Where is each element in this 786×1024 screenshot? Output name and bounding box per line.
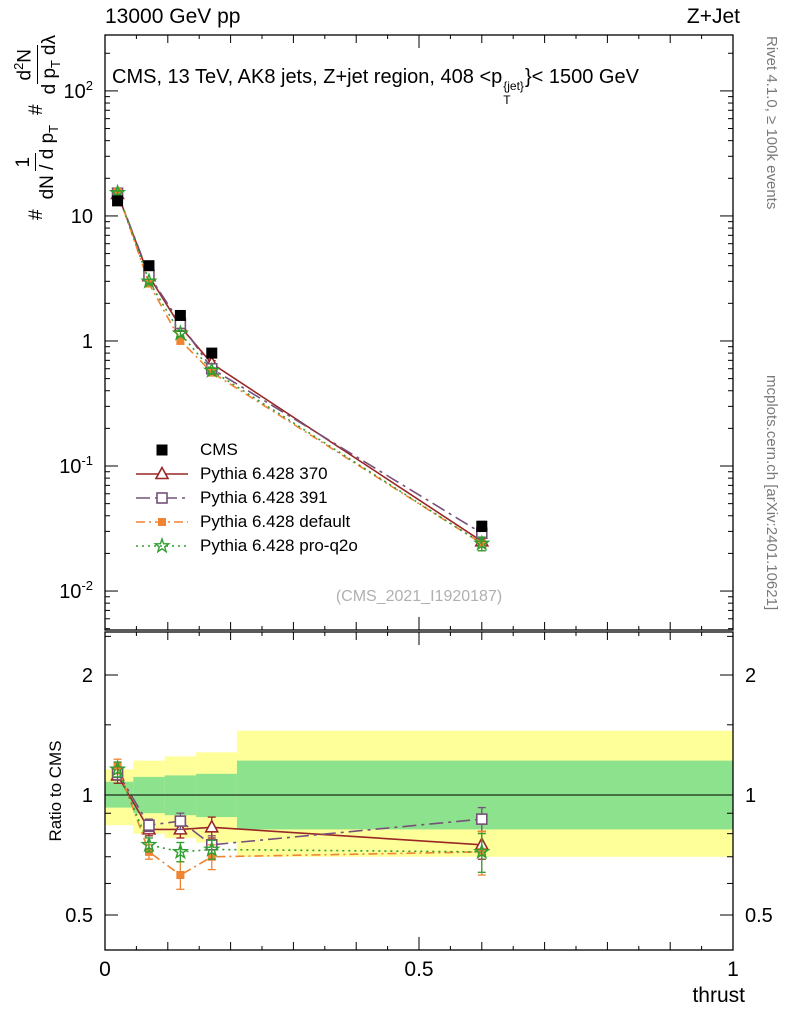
ratio-tick-label-left: 2 [82, 665, 93, 687]
ylabel-fraction-1: 1 dN / d pT [13, 125, 62, 199]
marker-square-filled-small [176, 870, 185, 879]
series-pythia-6-428-pro-q2o [108, 760, 491, 873]
series-line [116, 768, 482, 853]
legend-row: Pythia 6.428 370 [134, 462, 358, 486]
x-tick-label: 0 [99, 958, 111, 981]
marker-star-open [203, 361, 221, 378]
ratio-tick-label-right: 1 [745, 785, 756, 807]
marker-star-open [203, 840, 221, 857]
series-line [116, 766, 482, 876]
marker-star-open [140, 272, 158, 289]
header-beam-energy: 13000 GeV pp [105, 5, 241, 28]
marker-triangle-open [204, 819, 220, 833]
marker-square-filled [174, 309, 186, 321]
y-axis-label-main: # 1 dN / d pT # d2N d pTdλ [11, 31, 63, 630]
mcplots-attribution-label: mcplots.cern.ch [arXiv:2401.10621] [763, 375, 780, 611]
marker-star-open [140, 835, 158, 853]
y-axis-label-ratio: Ratio to CMS [46, 740, 65, 842]
legend-marker-sample [136, 492, 188, 504]
header-process: Z+Jet [686, 5, 740, 28]
legend-marker-sample [156, 444, 168, 456]
ylabel-frac2-num: d2N [11, 44, 38, 85]
pt-jet-superscript-stack: {jet} T [503, 80, 524, 106]
ylabel-frac1-den: dN / d pT [37, 124, 62, 200]
marker-star-open [171, 324, 189, 341]
analysis-watermark: (CMS_2021_I1920187) [335, 588, 503, 605]
panel-title-sub: T [503, 93, 511, 107]
y-tick-label-main: 102 [64, 78, 93, 103]
legend-marker-sample [136, 518, 188, 526]
legend: CMS Pythia 6.428 370 Pythia 6.428 391 Pythi… [134, 438, 358, 558]
marker-triangle-open [154, 465, 170, 480]
marker-square-filled [476, 520, 488, 532]
y-tick-label-main: 10-2 [59, 578, 93, 603]
legend-row: Pythia 6.428 391 [134, 486, 358, 510]
marker-square-open [475, 813, 488, 825]
ratio-tick-label-left: 0.5 [65, 905, 93, 927]
y-tick-label-main: 10 [71, 206, 93, 228]
marker-star-open [473, 842, 491, 860]
series-cms [112, 195, 488, 533]
legend-label: CMS [200, 440, 238, 459]
main-panel-frame [104, 34, 734, 631]
marker-square-open [174, 815, 187, 827]
legend-row: Pythia 6.428 pro-q2o [134, 534, 358, 558]
marker-star-open [171, 842, 190, 860]
marker-star-open [473, 534, 491, 551]
ylabel-hash-2: # [26, 104, 48, 115]
marker-square-filled [112, 195, 124, 207]
legend-label: Pythia 6.428 default [200, 512, 351, 531]
ratio-tick-label-right: 0.5 [745, 905, 773, 927]
y-ticks-ratio [105, 635, 733, 916]
rivet-version-label: Rivet 4.1.0, ≥ 100k events [763, 36, 780, 210]
marker-square-filled [206, 347, 218, 359]
ylabel-frac2-den: d pTdλ [38, 35, 63, 95]
ratio-tick-label-right: 2 [745, 665, 756, 687]
legend-row: CMS [134, 438, 358, 462]
x-axis-label: thrust [692, 984, 745, 1007]
marker-star-open [108, 760, 127, 777]
x-tick-label: 0.5 [404, 958, 433, 981]
marker-square-filled [156, 444, 168, 456]
panel-title: CMS, 13 TeV, AK8 jets, Z+jet region, 408… [112, 66, 639, 106]
panel-title-prefix: CMS, 13 TeV, AK8 jets, Z+jet region, 408… [112, 66, 503, 88]
ylabel-hash-1: # [26, 209, 48, 220]
y-tick-label-main: 1 [82, 331, 93, 353]
panel-title-sup: {jet} [503, 79, 524, 93]
marker-square-filled-small [176, 336, 185, 345]
x-tick-label: 1 [727, 958, 739, 981]
ylabel-fraction-2: d2N d pTdλ [11, 35, 63, 95]
legend-row: Pythia 6.428 default [134, 510, 358, 534]
legend-label: Pythia 6.428 370 [200, 464, 328, 483]
ratio-panel-frame [104, 631, 734, 951]
ylabel-frac1-num: 1 [13, 152, 37, 172]
legend-marker-sample [136, 465, 188, 480]
series-line [116, 191, 483, 545]
ratio-tick-label-left: 1 [82, 785, 93, 807]
marker-square-filled-small [158, 518, 166, 526]
y-tick-label-main: 10-1 [59, 453, 93, 478]
legend-label: Pythia 6.428 pro-q2o [200, 536, 358, 555]
marker-square-open [156, 492, 168, 504]
marker-square-filled [143, 260, 155, 272]
y-ticks-main [105, 52, 733, 630]
legend-label: Pythia 6.428 391 [200, 488, 328, 507]
panel-title-suffix: }< 1500 GeV [524, 66, 639, 88]
ratio-uncertainty-bands [105, 730, 733, 857]
marker-star-open [153, 536, 171, 554]
legend-marker-sample [136, 536, 188, 554]
marker-square-open [143, 819, 155, 831]
